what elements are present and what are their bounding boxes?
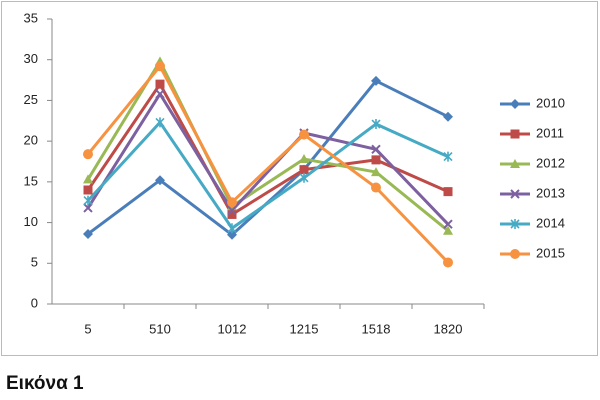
data-point [443, 257, 453, 268]
caption: Εικόνα 1 [6, 373, 84, 394]
legend-label: 2015 [536, 245, 565, 260]
data-point [227, 223, 237, 234]
data-point [83, 203, 93, 213]
x-tick-label: 1820 [434, 321, 463, 336]
data-point [443, 111, 453, 122]
legend-marker [510, 129, 520, 139]
data-point [443, 187, 453, 197]
legend-label: 2010 [536, 95, 565, 110]
data-point [299, 154, 309, 164]
legend-label: 2011 [536, 125, 564, 140]
series-line [86, 64, 450, 264]
data-point [371, 167, 381, 177]
data-point [371, 119, 381, 130]
data-point [83, 174, 93, 184]
x-tick-label: 1012 [218, 321, 247, 336]
data-point [83, 149, 93, 160]
legend-marker [510, 249, 520, 259]
x-tick-label: 1215 [290, 321, 319, 336]
x-tick-label: 5 [84, 321, 91, 336]
data-point [443, 219, 453, 229]
series-line [86, 82, 449, 216]
data-point [83, 228, 93, 239]
data-point [443, 151, 453, 162]
series-line [86, 92, 450, 226]
y-tick-label: 5 [31, 255, 38, 270]
data-point [227, 209, 237, 219]
data-point [155, 117, 165, 128]
data-point [155, 175, 165, 186]
data-point [443, 225, 453, 235]
y-tick-label: 0 [31, 295, 38, 310]
chart-frame [1, 1, 598, 356]
y-tick-label: 35 [24, 10, 38, 25]
y-tick-label: 30 [24, 51, 38, 66]
data-point [227, 229, 237, 240]
legend-label: 2012 [536, 155, 565, 170]
legend-marker [510, 189, 520, 199]
x-tick-label: 510 [149, 321, 171, 336]
data-point [299, 165, 309, 175]
data-point [371, 155, 381, 165]
data-point [371, 75, 381, 86]
data-point [299, 172, 309, 183]
legend-marker [510, 219, 520, 229]
legend-label: 2013 [536, 185, 565, 200]
legend-marker [510, 159, 520, 168]
data-point [83, 185, 93, 195]
data-point [83, 195, 93, 206]
data-point [299, 129, 309, 140]
y-tick-label: 10 [24, 214, 38, 229]
data-point [155, 89, 165, 99]
legend-label: 2014 [536, 215, 565, 230]
y-tick-label: 15 [24, 173, 38, 188]
data-point [371, 144, 381, 154]
data-point [227, 205, 237, 216]
y-tick-label: 20 [24, 133, 38, 148]
data-point [227, 197, 237, 208]
data-point [155, 61, 165, 72]
data-point [155, 79, 165, 89]
data-point [371, 182, 381, 193]
legend-marker [510, 99, 520, 109]
x-tick-label: 1518 [362, 321, 391, 336]
series-line [86, 120, 449, 230]
y-tick-label: 25 [24, 92, 38, 107]
